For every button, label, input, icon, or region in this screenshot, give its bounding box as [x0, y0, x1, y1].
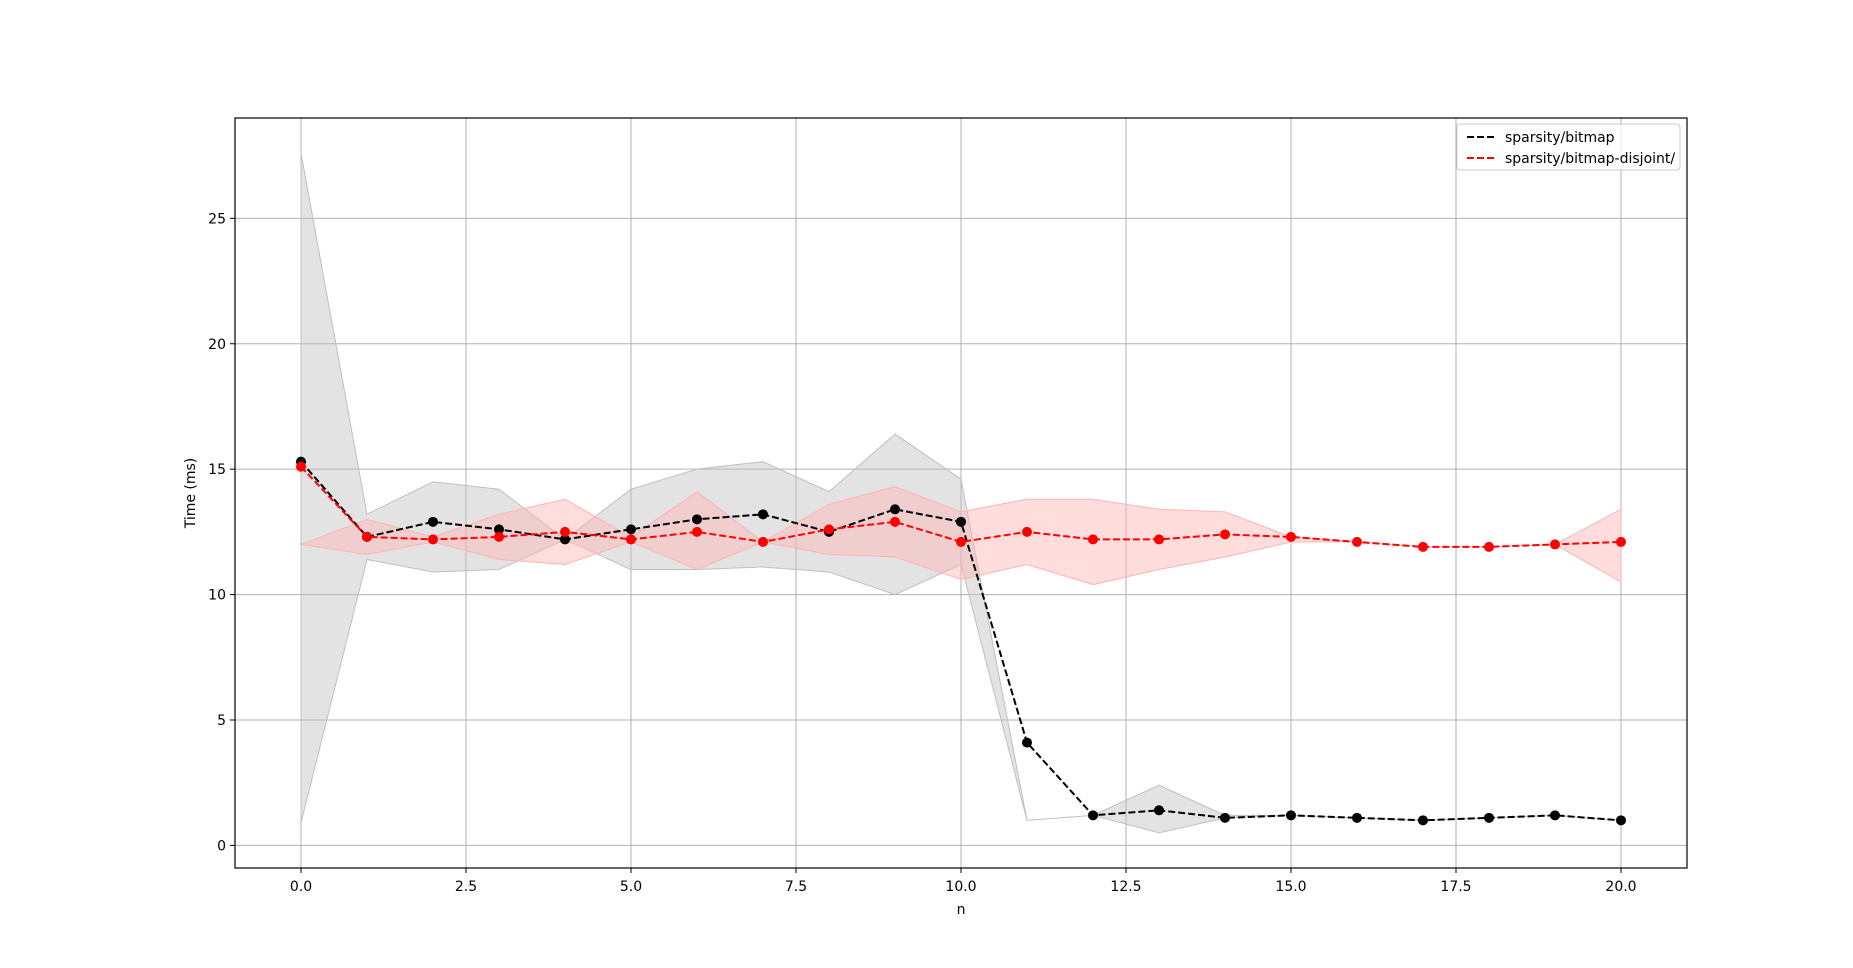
point-bitmap-disjoint [824, 524, 834, 535]
point-bitmap-disjoint [1352, 536, 1362, 547]
x-tick-label: 2.5 [455, 879, 477, 895]
point-bitmap [956, 516, 966, 527]
y-axis-label: Time (ms) [183, 458, 199, 530]
point-bitmap-disjoint [1220, 529, 1230, 540]
point-bitmap [1154, 805, 1164, 816]
point-bitmap [1418, 815, 1428, 826]
y-tick-label: 15 [208, 462, 226, 478]
point-bitmap-disjoint [1286, 531, 1296, 542]
point-bitmap [1022, 737, 1032, 748]
x-tick-label: 7.5 [785, 879, 807, 895]
x-tick-label: 0.0 [290, 879, 312, 895]
point-bitmap-disjoint [560, 526, 570, 537]
legend: sparsity/bitmap sparsity/bitmap-disjoint… [1456, 123, 1681, 171]
axis-ticks: 0.0 2.5 5.0 7.5 10.0 12.5 15.0 17.5 20.0 0 5 10 15 20… [208, 211, 1636, 895]
x-tick-label: 5.0 [620, 879, 642, 895]
point-bitmap [428, 516, 438, 527]
point-bitmap-disjoint [296, 461, 306, 472]
x-axis-label: n [957, 902, 966, 918]
point-bitmap [692, 514, 702, 525]
y-tick-label: 25 [208, 211, 226, 227]
point-bitmap [626, 524, 636, 535]
y-tick-label: 5 [217, 713, 226, 729]
x-tick-label: 15.0 [1275, 879, 1306, 895]
point-bitmap [494, 524, 504, 535]
x-tick-label: 20.0 [1605, 879, 1636, 895]
series-points [296, 456, 1626, 826]
point-bitmap-disjoint [1088, 534, 1098, 545]
point-bitmap [560, 534, 570, 545]
point-bitmap-disjoint [758, 536, 768, 547]
point-bitmap [1286, 810, 1296, 821]
y-tick-label: 0 [217, 838, 226, 854]
point-bitmap [890, 504, 900, 515]
point-bitmap-disjoint [1154, 534, 1164, 545]
point-bitmap [1088, 810, 1098, 821]
point-bitmap-disjoint [1550, 539, 1560, 550]
point-bitmap-disjoint [1484, 541, 1494, 552]
point-bitmap [1550, 810, 1560, 821]
y-tick-label: 20 [208, 337, 226, 353]
point-bitmap [1484, 812, 1494, 823]
point-bitmap-disjoint [1418, 541, 1428, 552]
point-bitmap-disjoint [890, 516, 900, 527]
point-bitmap [1220, 812, 1230, 823]
x-tick-label: 12.5 [1110, 879, 1141, 895]
legend-label-bitmap-disjoint: sparsity/bitmap-disjoint/ [1505, 151, 1675, 167]
point-bitmap-disjoint [494, 531, 504, 542]
point-bitmap-disjoint [362, 531, 372, 542]
point-bitmap [1616, 815, 1626, 826]
point-bitmap [758, 509, 768, 520]
x-tick-label: 10.0 [945, 879, 976, 895]
point-bitmap [1352, 812, 1362, 823]
point-bitmap-disjoint [626, 534, 636, 545]
point-bitmap-disjoint [1616, 536, 1626, 547]
y-tick-label: 10 [208, 588, 226, 604]
point-bitmap-disjoint [956, 536, 966, 547]
point-bitmap-disjoint [1022, 526, 1032, 537]
point-bitmap-disjoint [428, 534, 438, 545]
legend-label-bitmap: sparsity/bitmap [1505, 130, 1615, 146]
grid-lines [235, 118, 1687, 868]
point-bitmap-disjoint [692, 526, 702, 537]
x-tick-label: 17.5 [1440, 879, 1471, 895]
legend-box [1456, 123, 1681, 171]
